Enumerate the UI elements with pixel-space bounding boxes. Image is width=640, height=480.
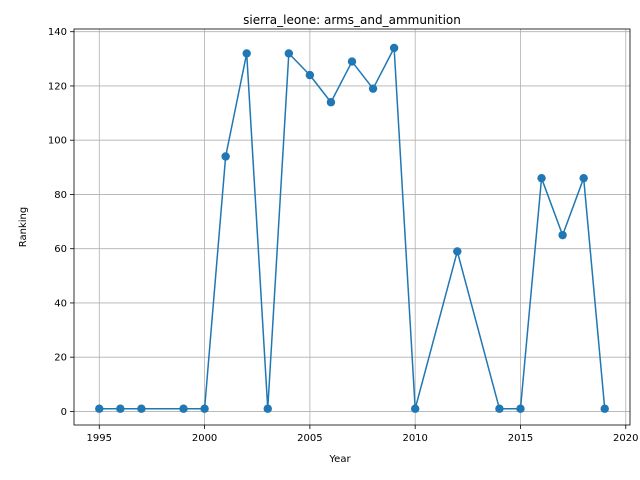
data-point [221, 152, 230, 161]
grid-layer [74, 29, 630, 425]
data-point [558, 230, 567, 240]
data-point [389, 43, 399, 53]
y-tick-label: 60 [54, 244, 67, 255]
x-tick-label: 1995 [87, 433, 112, 444]
data-point [453, 247, 462, 256]
data-point [179, 404, 188, 413]
x-tick-label: 2005 [297, 433, 322, 444]
x-tick-label: 2020 [613, 433, 638, 444]
y-tick-label: 40 [54, 298, 67, 309]
x-tick-label: 2000 [192, 433, 217, 444]
y-tick-label: 80 [54, 190, 67, 201]
ticks-layer: 1995 2000 2005 2010 2015 2020 0 20 40 60 80 100 120 1… [48, 27, 639, 444]
data-point [537, 173, 546, 183]
plot-frame [73, 28, 631, 426]
y-tick-label: 0 [61, 407, 67, 418]
data-point [263, 404, 272, 413]
data-point [600, 404, 609, 413]
series-layer [95, 43, 609, 413]
y-tick-label: 120 [48, 81, 67, 92]
data-point [495, 404, 504, 413]
data-point [242, 49, 251, 58]
data-point [200, 404, 209, 413]
series-line [99, 47, 606, 410]
data-point [137, 404, 146, 413]
data-point [516, 404, 525, 413]
data-point [579, 173, 588, 183]
x-axis-label: Year [328, 454, 351, 465]
y-tick-label: 100 [48, 136, 67, 147]
y-axis-label: Ranking [18, 207, 29, 247]
chart-title: sierra_leone: arms_and_ammunition [243, 13, 461, 27]
x-tick-label: 2015 [508, 433, 533, 444]
data-point [347, 57, 357, 66]
x-tick-label: 2010 [402, 433, 427, 444]
data-point [95, 404, 104, 413]
data-point [326, 98, 336, 107]
y-tick-label: 20 [54, 353, 67, 364]
data-point [284, 49, 294, 58]
data-point [410, 404, 420, 413]
y-tick-label: 140 [48, 27, 67, 38]
data-point [368, 84, 378, 93]
data-point [116, 404, 125, 413]
data-point [305, 70, 315, 80]
